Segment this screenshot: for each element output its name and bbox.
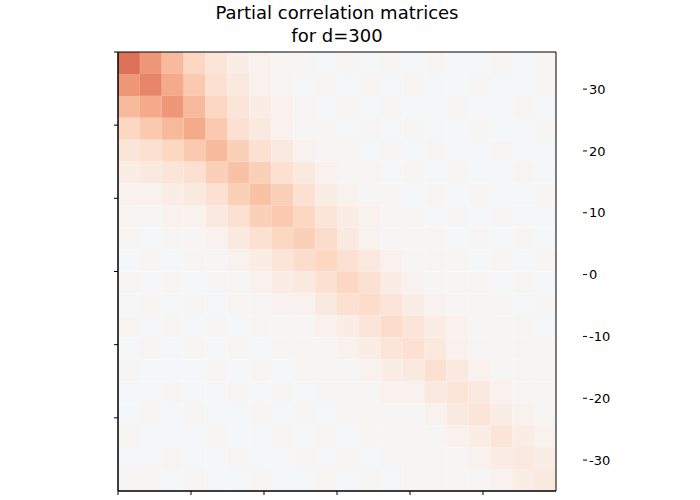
svg-text:10: 10 (589, 205, 606, 220)
svg-text:20: 20 (589, 144, 606, 159)
html-text:Partial correlation matrices: Partial correlation matrices (215, 2, 459, 23)
svg-text:-20: -20 (589, 391, 610, 406)
svg-text:-10: -10 (589, 329, 610, 344)
svg-text:-30: -30 (589, 453, 610, 468)
html-text:for d=300: for d=300 (291, 25, 383, 46)
svg-text:0: 0 (589, 267, 597, 282)
svg-text:30: 30 (589, 82, 606, 97)
